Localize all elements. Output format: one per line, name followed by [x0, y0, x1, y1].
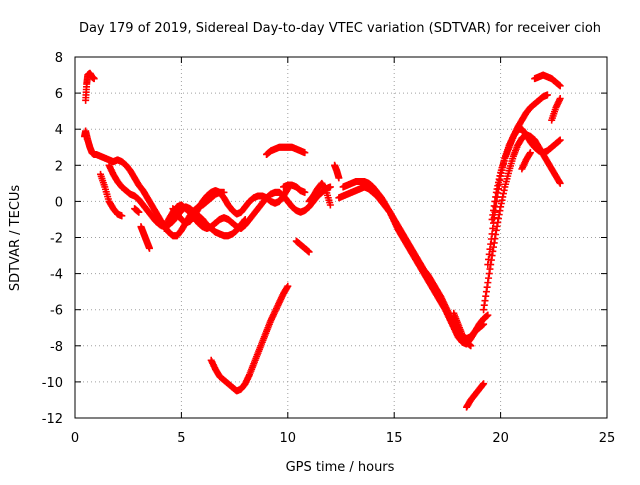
data-point [284, 282, 292, 290]
y-axis-label: SDTVAR / TECUs [8, 185, 23, 292]
series-arc-k [280, 181, 309, 196]
x-tick-label: 15 [386, 431, 403, 446]
data-point [556, 179, 564, 187]
x-tick-label: 25 [599, 431, 616, 446]
data-point [301, 188, 309, 196]
data-point [556, 95, 564, 103]
data-point [335, 174, 343, 182]
y-tick-label: 4 [55, 123, 63, 138]
data-point [118, 212, 126, 220]
data-point [145, 244, 153, 252]
x-axis-label: GPS time / hours [286, 460, 395, 475]
y-tick-label: -2 [50, 232, 63, 247]
data-point [526, 149, 534, 157]
data-point [467, 342, 475, 350]
y-tick-label: -8 [50, 340, 63, 355]
series-arc-h [169, 185, 292, 227]
y-tick-label: -10 [42, 376, 63, 391]
series-arc-w [531, 71, 564, 90]
series-arc-a [82, 69, 98, 104]
ticks: 0 5 10 15 20 25 -12 -10 -8 -6 -4 -2 0 2 4 6 8 [42, 51, 616, 446]
data-point [326, 201, 334, 209]
series-arc-l [292, 237, 313, 256]
data-point [556, 136, 564, 144]
data-point [90, 75, 98, 83]
x-tick-label: 5 [177, 431, 185, 446]
data-point [480, 380, 488, 388]
grid [75, 57, 607, 418]
data-point [301, 149, 309, 157]
x-tick-label: 20 [492, 431, 509, 446]
data-point [305, 248, 313, 256]
y-tick-label: 6 [55, 87, 63, 102]
series-arc-m [305, 179, 334, 209]
series-arc-u [488, 91, 551, 223]
data-point [484, 311, 492, 319]
data-point [135, 208, 143, 216]
series-arc-j [263, 143, 309, 158]
series-arc-e [131, 205, 143, 216]
y-tick-label: 8 [55, 51, 63, 66]
series-arc-c [97, 170, 126, 220]
series-arc-r [463, 380, 488, 411]
data-layer [81, 69, 564, 411]
y-tick-label: 0 [55, 195, 63, 210]
series-arc-v [518, 149, 534, 173]
series-arc-q [450, 309, 475, 350]
data-point [326, 183, 334, 191]
series-arc-x [548, 95, 564, 124]
data-point [543, 91, 551, 99]
data-point [556, 82, 564, 90]
series-arc-f [137, 223, 153, 252]
y-tick-label: -4 [50, 268, 63, 283]
chart-title: Day 179 of 2019, Sidereal Day-to-day VTE… [79, 21, 601, 36]
series-arc-n [331, 161, 343, 182]
x-tick-label: 0 [71, 431, 79, 446]
y-tick-label: -12 [42, 412, 63, 427]
y-tick-label: 2 [55, 159, 63, 174]
y-tick-label: -6 [50, 304, 63, 319]
series-arc-i [207, 282, 292, 395]
x-tick-label: 10 [280, 431, 297, 446]
